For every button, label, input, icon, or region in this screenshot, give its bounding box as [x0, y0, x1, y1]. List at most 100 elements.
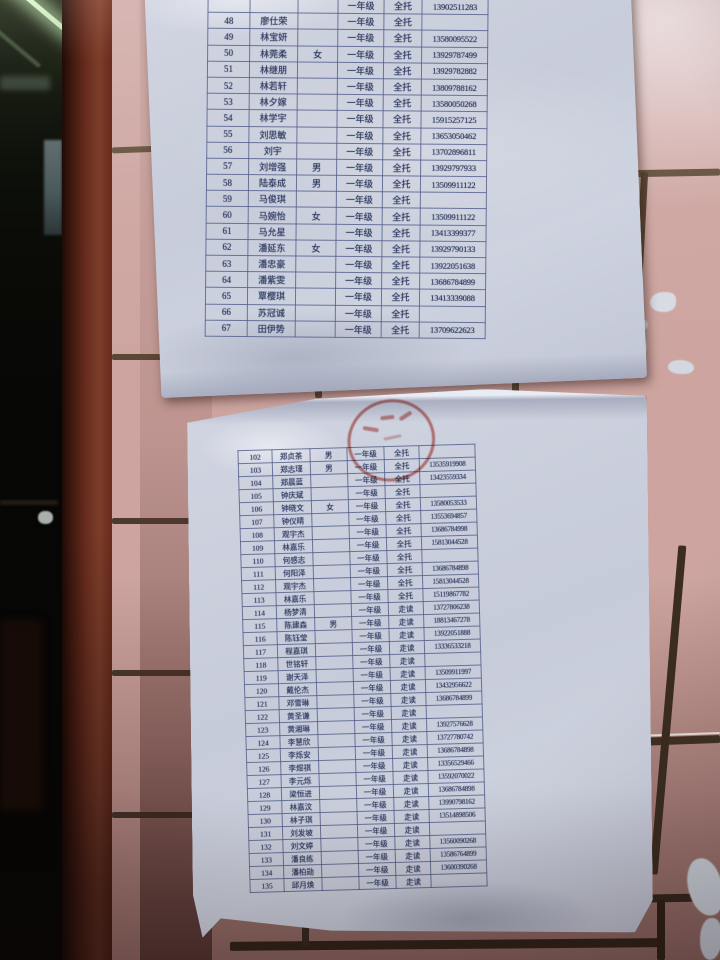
window-reflection-strip [44, 140, 62, 235]
paint-chip [700, 918, 720, 960]
roster-cell-phone: 13929797933 [420, 159, 487, 177]
roster-cell-boarding: 全托 [383, 78, 422, 96]
roster-cell-name: 潘紫雯 [247, 271, 296, 289]
roster-cell-no: 121 [245, 697, 279, 711]
roster-cell-boarding: 走读 [395, 861, 430, 875]
roster-cell-gender [317, 708, 354, 722]
roster-cell-name: 戴伦杰 [278, 683, 316, 697]
roster-cell-boarding: 全托 [382, 111, 422, 128]
roster-cell-name: 林宝妍 [249, 28, 298, 46]
roster-cell-gender [317, 695, 354, 709]
roster-cell-name: 钟庆斌 [273, 488, 311, 502]
roster-cell-no: 66 [205, 303, 248, 321]
white-cup [38, 511, 53, 524]
paint-chip [684, 855, 720, 919]
roster-cell-grade: 一年级 [336, 191, 383, 209]
roster-cell-boarding: 全托 [381, 305, 420, 322]
roster-row: 67 田伊势 一年级 全托 13709622623 [205, 319, 486, 339]
roster-cell-name: 刘发坡 [282, 826, 320, 840]
roster-cell-name: 田伊势 [247, 320, 296, 337]
roster-cell-no: 117 [243, 645, 277, 659]
roster-cell-name: 邓雪琳 [279, 696, 317, 710]
roster-cell-gender [295, 288, 336, 305]
roster-cell-no: 125 [246, 749, 280, 763]
roster-cell-no: 128 [247, 788, 281, 802]
roster-cell-grade: 一年级 [337, 62, 384, 79]
roster-cell-boarding: 全托 [386, 524, 421, 538]
roster-cell-grade: 一年级 [349, 525, 386, 539]
roster-cell-no: 105 [239, 489, 273, 503]
roster-cell-grade: 一年级 [358, 836, 395, 850]
roster-cell-grade: 一年级 [349, 538, 386, 552]
roster-cell-name: 刘文婷 [283, 839, 321, 853]
roster-cell-grade: 一年级 [350, 577, 387, 591]
roster-cell-grade: 一年级 [351, 603, 388, 617]
roster-cell-name: 马婉怡 [248, 206, 297, 224]
roster-cell-name: 林嘉乐 [274, 540, 312, 554]
roster-cell-gender [318, 747, 355, 761]
roster-cell-gender: 男 [310, 461, 347, 475]
stamp-mark [383, 434, 401, 441]
roster-cell-name: 潘忠豪 [247, 255, 296, 273]
roster-cell-gender [295, 255, 336, 273]
roster-cell-gender [319, 760, 356, 774]
roster-cell-phone: 13809788162 [421, 79, 488, 96]
roster-cell-no: 53 [207, 93, 250, 110]
roster-cell-no: 54 [206, 109, 250, 127]
roster-cell-name: 潘柏勋 [284, 865, 322, 879]
roster-cell-no: 67 [205, 319, 248, 337]
roster-cell-grade: 一年级 [335, 256, 382, 273]
roster-cell-gender [316, 656, 353, 670]
roster-cell-boarding: 全托 [382, 143, 421, 160]
roster-cell-name: 郑贞茶 [272, 449, 310, 463]
roster-cell-no: 57 [206, 158, 249, 175]
grout-line [649, 545, 687, 875]
roster-cell-grade: 一年级 [353, 668, 390, 682]
roster-cell-boarding: 全托 [387, 550, 422, 564]
roster-cell-no: 134 [250, 866, 284, 880]
roster-cell-no: 111 [241, 567, 275, 581]
roster-cell-boarding: 走读 [391, 706, 426, 720]
roster-cell-no: 135 [250, 879, 284, 893]
roster-cell-no: 127 [247, 775, 281, 789]
roster-cell-gender [316, 682, 353, 696]
roster-cell-phone [420, 192, 487, 210]
roster-cell-name: 马允星 [247, 223, 297, 240]
roster-cell-boarding: 全托 [383, 0, 423, 15]
roster-cell-boarding: 走读 [394, 797, 429, 811]
roster-table-1: 一年级 全托 13902511283 48 廖仕荣 一年级 全托 49 林宝妍 一年级 全托 1358… [205, 0, 489, 339]
roster-cell-gender [321, 851, 358, 865]
roster-cell-boarding: 走读 [393, 758, 428, 772]
roster-cell-boarding: 走读 [392, 745, 427, 759]
roster-cell-name: 谢天泽 [278, 670, 316, 684]
roster-cell-name: 刘宇 [248, 142, 297, 159]
roster-cell-boarding: 全托 [382, 127, 421, 144]
roster-cell-phone: 13413399377 [419, 224, 487, 242]
roster-cell-phone: 13580095522 [421, 30, 488, 48]
roster-cell-gender [318, 734, 355, 748]
roster-cell-grade: 一年级 [355, 746, 392, 760]
roster-cell-boarding: 走读 [390, 667, 425, 681]
roster-cell-phone: 15915257125 [420, 111, 488, 129]
roster-cell-name: 黄湘琳 [280, 722, 318, 736]
roster-cell-grade: 一年级 [350, 564, 387, 578]
roster-cell-grade: 一年级 [335, 272, 382, 290]
roster-cell-phone: 13653050462 [420, 127, 487, 145]
roster-cell-gender [316, 669, 353, 683]
roster-cell-grade: 一年级 [358, 862, 395, 876]
interior-furniture-shadow [0, 620, 42, 810]
roster-cell-no: 119 [244, 671, 278, 685]
roster-table-1-body: 一年级 全托 13902511283 48 廖仕荣 一年级 全托 49 林宝妍 一年级 全托 1358… [205, 0, 489, 339]
roster-cell-no: 122 [245, 710, 279, 724]
roster-cell-grade: 一年级 [353, 681, 390, 695]
roster-cell-boarding: 走读 [388, 602, 423, 616]
roster-cell-no: 112 [242, 580, 276, 594]
roster-cell-gender [313, 565, 350, 579]
roster-cell-phone: 13929790133 [419, 240, 486, 258]
roster-cell-phone [431, 873, 487, 888]
roster-cell-no: 104 [239, 476, 273, 490]
grout-line [512, 370, 519, 400]
roster-cell-boarding: 全托 [386, 511, 421, 525]
roster-cell-gender [320, 825, 357, 839]
roster-cell-boarding: 走读 [394, 810, 429, 824]
